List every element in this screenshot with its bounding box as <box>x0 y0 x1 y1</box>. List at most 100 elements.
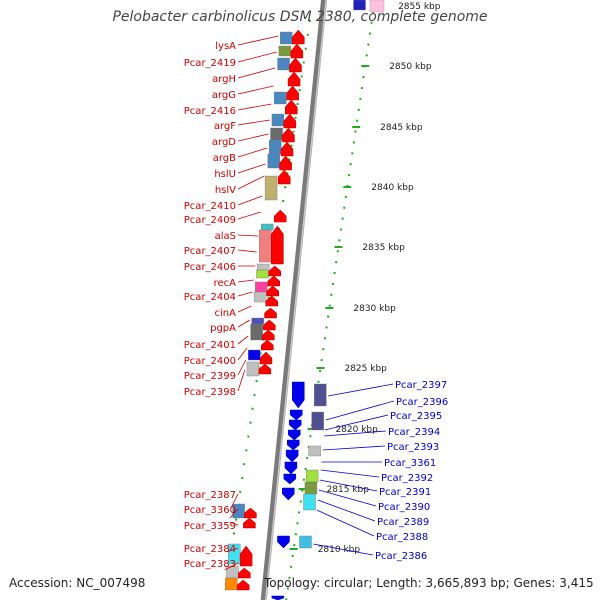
cog-box <box>278 45 292 57</box>
reverse-gene[interactable] <box>286 439 300 451</box>
gene-label-Pcar_2400[interactable]: Pcar_2400 <box>184 356 236 367</box>
leader-line <box>324 430 387 437</box>
forward-gene[interactable] <box>283 113 297 129</box>
forward-gene[interactable] <box>266 285 279 297</box>
forward-gene[interactable] <box>259 351 273 365</box>
reverse-gene[interactable] <box>277 535 290 549</box>
gene-label-Pcar_2388[interactable]: Pcar_2388 <box>376 532 428 543</box>
gene-label-Pcar_2393[interactable]: Pcar_2393 <box>387 442 439 453</box>
forward-gene[interactable] <box>274 209 287 223</box>
reverse-gene[interactable] <box>282 487 295 501</box>
gene-label-Pcar_2407[interactable]: Pcar_2407 <box>184 246 236 257</box>
gene-label-hslU[interactable]: hslU <box>214 169 236 180</box>
gene-label-Pcar_2389[interactable]: Pcar_2389 <box>377 517 429 528</box>
gene-label-hslV[interactable]: hslV <box>215 185 236 196</box>
reverse-gene[interactable] <box>288 429 301 441</box>
reverse-gene[interactable] <box>284 461 298 475</box>
gene-label-Pcar_2394[interactable]: Pcar_2394 <box>388 427 440 438</box>
cog-box <box>264 175 278 201</box>
leader-line <box>320 469 380 478</box>
gene-label-alaS[interactable]: alaS <box>215 231 236 242</box>
gene-label-Pcar_2406[interactable]: Pcar_2406 <box>184 262 236 273</box>
forward-gene[interactable] <box>243 517 256 529</box>
gene-label-Pcar_2391[interactable]: Pcar_2391 <box>379 487 431 498</box>
forward-gene[interactable] <box>289 57 302 73</box>
forward-gene[interactable] <box>258 363 272 375</box>
gene-label-Pcar_2395[interactable]: Pcar_2395 <box>390 411 442 422</box>
reverse-gene[interactable] <box>283 473 297 485</box>
cog-box <box>314 383 327 407</box>
gene-label-pgpA[interactable]: pgpA <box>210 323 236 334</box>
ruler-tick-label: 2815 kbp <box>327 485 370 495</box>
gene-label-Pcar_2390[interactable]: Pcar_2390 <box>378 502 430 513</box>
leader-line <box>325 400 395 421</box>
gene-label-Pcar_3361[interactable]: Pcar_3361 <box>384 458 436 469</box>
cog-box <box>267 153 281 169</box>
gene-label-Pcar_2383[interactable]: Pcar_2383 <box>184 559 236 570</box>
gene-label-lysA[interactable]: lysA <box>215 41 236 52</box>
forward-gene[interactable] <box>284 99 298 115</box>
gene-label-Pcar_2399[interactable]: Pcar_2399 <box>184 371 236 382</box>
forward-gene[interactable] <box>267 275 280 287</box>
forward-gene[interactable] <box>268 265 281 277</box>
forward-gene[interactable] <box>244 507 257 519</box>
ruler-tick-label: 2820 kbp <box>335 425 378 435</box>
gene-label-Pcar_2410[interactable]: Pcar_2410 <box>184 201 236 212</box>
forward-gene[interactable] <box>277 169 291 185</box>
gene-label-argB[interactable]: argB <box>213 153 236 164</box>
forward-gene[interactable] <box>239 545 253 567</box>
cog-box <box>250 323 263 341</box>
gene-label-Pcar_2386[interactable]: Pcar_2386 <box>375 551 427 562</box>
forward-gene[interactable] <box>286 85 299 101</box>
leader-line <box>237 319 251 328</box>
gene-label-Pcar_2404[interactable]: Pcar_2404 <box>184 292 236 303</box>
gene-label-Pcar_2401[interactable]: Pcar_2401 <box>184 340 236 351</box>
forward-gene[interactable] <box>282 127 295 143</box>
gene-label-Pcar_2416[interactable]: Pcar_2416 <box>184 106 236 117</box>
forward-gene[interactable] <box>263 319 276 331</box>
reverse-gene[interactable] <box>292 381 305 409</box>
forward-gene[interactable] <box>238 567 251 579</box>
forward-gene[interactable] <box>292 29 305 45</box>
gene-label-argF[interactable]: argF <box>214 121 236 132</box>
cog-box <box>273 91 287 105</box>
forward-gene[interactable] <box>236 579 250 591</box>
forward-gene[interactable] <box>261 339 274 351</box>
gene-label-recA[interactable]: recA <box>214 278 237 289</box>
gene-label-Pcar_2396[interactable]: Pcar_2396 <box>396 397 448 408</box>
ruler-tick-label: 2825 kbp <box>344 364 387 374</box>
gene-label-argG[interactable]: argG <box>212 90 236 101</box>
cog-box <box>303 493 316 511</box>
reverse-gene[interactable] <box>290 409 303 421</box>
gene-label-Pcar_2392[interactable]: Pcar_2392 <box>381 473 433 484</box>
gene-label-Pcar_2397[interactable]: Pcar_2397 <box>395 380 447 391</box>
gene-label-Pcar_2384[interactable]: Pcar_2384 <box>184 544 236 555</box>
reverse-gene[interactable] <box>271 595 285 600</box>
gene-label-argD[interactable]: argD <box>212 137 236 148</box>
gene-label-Pcar_2419[interactable]: Pcar_2419 <box>184 58 236 69</box>
gene-label-Pcar_2387[interactable]: Pcar_2387 <box>184 490 236 501</box>
cog-box <box>259 229 272 263</box>
leader-line <box>237 359 247 376</box>
forward-gene[interactable] <box>264 307 277 319</box>
leader-line <box>319 479 378 492</box>
reverse-gene[interactable] <box>289 419 302 431</box>
forward-gene[interactable] <box>265 295 278 307</box>
gene-label-Pcar_3360[interactable]: Pcar_3360 <box>184 505 236 516</box>
leader-line <box>237 163 266 174</box>
forward-gene[interactable] <box>290 43 304 59</box>
cog-box <box>253 291 267 303</box>
forward-gene[interactable] <box>280 141 294 157</box>
forward-gene[interactable] <box>262 329 275 341</box>
forward-gene[interactable] <box>271 225 284 265</box>
gene-label-Pcar_2409[interactable]: Pcar_2409 <box>184 215 236 226</box>
gene-label-cinA[interactable]: cinA <box>215 308 237 319</box>
gene-label-Pcar_3359[interactable]: Pcar_3359 <box>184 521 236 532</box>
gene-label-argH[interactable]: argH <box>212 74 236 85</box>
gene-label-Pcar_2398[interactable]: Pcar_2398 <box>184 387 236 398</box>
backbone-highlight <box>264 0 327 600</box>
forward-gene[interactable] <box>279 155 292 171</box>
forward-gene[interactable] <box>287 71 301 87</box>
reverse-gene[interactable] <box>285 449 299 463</box>
cog-box <box>254 281 268 293</box>
